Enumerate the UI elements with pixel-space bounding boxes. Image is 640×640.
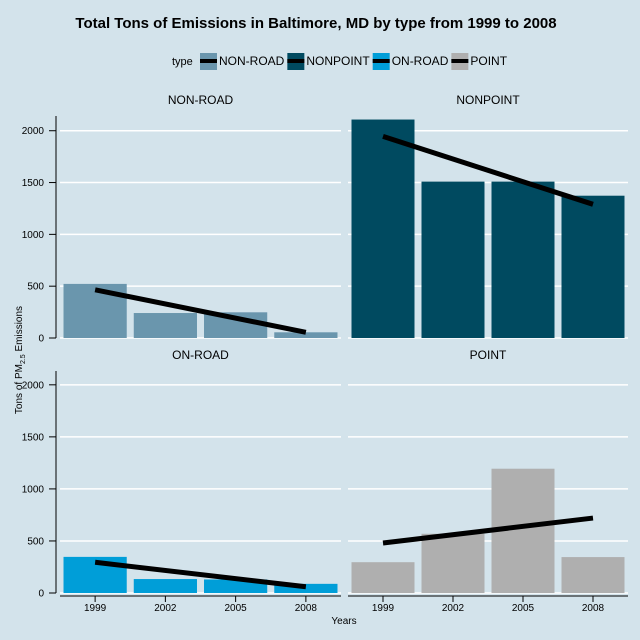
y-tick-label-on-road-2000: 2000 xyxy=(22,380,45,391)
x-tick-label-point-1999: 1999 xyxy=(372,603,395,614)
chart-title: Total Tons of Emissions in Baltimore, MD… xyxy=(75,15,556,32)
trend-line-non-road xyxy=(94,287,307,335)
x-tick-label-point-2008: 2008 xyxy=(582,603,605,614)
facet-label-nonpoint: NONPOINT xyxy=(456,93,520,107)
y-tick-label-on-road-1000: 1000 xyxy=(22,484,45,495)
bar-nonpoint-2005 xyxy=(491,181,555,338)
bar-non-road-2008 xyxy=(274,332,338,338)
y-tick-label-non-road-1000: 1000 xyxy=(22,230,45,241)
x-tick-label-point-2005: 2005 xyxy=(512,603,535,614)
bar-on-road-2008 xyxy=(274,583,338,593)
y-axis-title: Tons of PM2.5 Emissions xyxy=(14,306,27,414)
bar-point-2008 xyxy=(561,557,625,593)
y-tick-label-non-road-0: 0 xyxy=(38,334,44,345)
trend-line-point xyxy=(382,515,594,546)
x-tick-label-on-road-1999: 1999 xyxy=(84,603,107,614)
bar-point-1999 xyxy=(351,562,415,593)
y-tick-label-on-road-500: 500 xyxy=(27,536,44,547)
legend-label-nonpoint: NONPOINT xyxy=(306,54,370,68)
y-tick-label-on-road-0: 0 xyxy=(38,589,44,600)
bar-point-2002 xyxy=(421,533,485,593)
x-tick-label-point-2002: 2002 xyxy=(442,603,465,614)
bar-nonpoint-1999 xyxy=(351,119,415,338)
x-tick-label-on-road-2008: 2008 xyxy=(295,603,318,614)
legend-title: type xyxy=(172,56,193,68)
trend-line-on-road xyxy=(94,559,307,590)
bar-nonpoint-2002 xyxy=(421,181,485,338)
legend-label-on-road: ON-ROAD xyxy=(392,54,449,68)
y-tick-label-on-road-1500: 1500 xyxy=(22,432,45,443)
x-axis-title: Years xyxy=(331,616,356,627)
facet-label-on-road: ON-ROAD xyxy=(172,348,229,362)
bar-on-road-2002 xyxy=(133,579,197,593)
x-tick-label-on-road-2002: 2002 xyxy=(154,603,177,614)
y-tick-label-non-road-500: 500 xyxy=(27,282,44,293)
bar-nonpoint-2008 xyxy=(561,195,625,338)
trend-line-nonpoint xyxy=(382,134,594,207)
y-tick-label-non-road-2000: 2000 xyxy=(22,126,45,137)
legend-label-non-road: NON-ROAD xyxy=(219,54,285,68)
legend-label-point: POINT xyxy=(470,54,507,68)
facet-label-point: POINT xyxy=(470,348,507,362)
bar-non-road-2002 xyxy=(133,313,197,338)
x-tick-label-on-road-2005: 2005 xyxy=(225,603,248,614)
facet-label-non-road: NON-ROAD xyxy=(168,93,234,107)
y-tick-label-non-road-1500: 1500 xyxy=(22,178,45,189)
